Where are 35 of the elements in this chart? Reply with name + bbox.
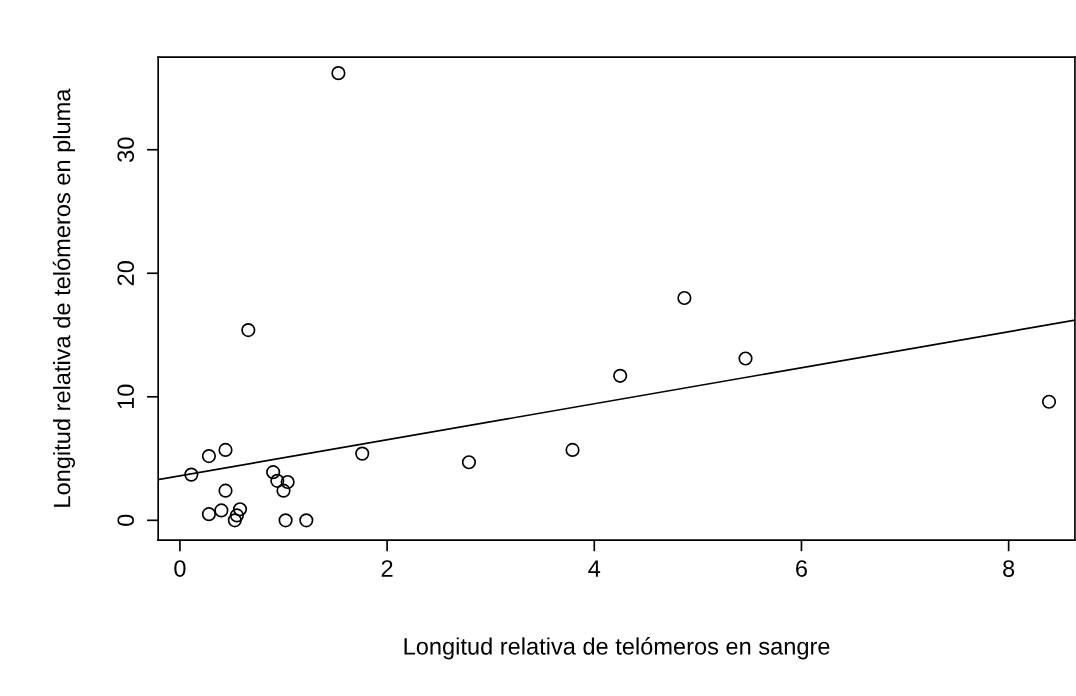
y-tick-label: 30: [117, 137, 135, 162]
point: [227, 513, 242, 528]
point: [266, 465, 281, 480]
point: [184, 467, 199, 482]
x-tick-label: 8: [1003, 560, 1015, 577]
point: [201, 449, 217, 464]
point: [677, 290, 692, 306]
point: [461, 455, 477, 470]
point: [229, 508, 244, 523]
point: [331, 66, 346, 81]
point: [738, 351, 753, 366]
x-tick-label: 0: [174, 560, 186, 577]
point: [232, 502, 248, 517]
y-axis-title: Longitud relativa de telómeros en pluma: [52, 88, 76, 507]
point: [613, 368, 628, 383]
x-axis-title: Longitud relativa de telómeros en sangre: [404, 637, 830, 660]
point: [278, 513, 293, 528]
point: [565, 442, 580, 458]
point: [355, 446, 370, 461]
point: [201, 507, 217, 522]
x-tick-label: 4: [588, 560, 601, 577]
point: [299, 513, 314, 528]
x-tick-label: 6: [796, 560, 807, 577]
point: [218, 483, 233, 498]
point: [241, 323, 256, 338]
point: [280, 474, 295, 490]
point: [214, 503, 229, 518]
y-tick-label: 10: [117, 384, 135, 409]
point: [276, 483, 291, 498]
y-tick-label: 0: [117, 514, 135, 526]
point: [218, 442, 233, 458]
y-tick-label: 20: [117, 261, 135, 286]
point: [270, 473, 285, 488]
x-tick-label: 2: [381, 560, 393, 577]
point: [1041, 394, 1057, 409]
